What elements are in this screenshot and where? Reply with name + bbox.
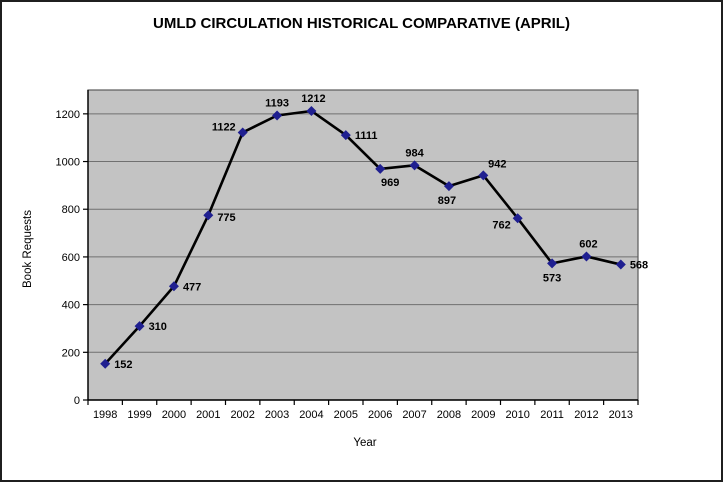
x-tick-label: 2013	[609, 409, 633, 421]
data-point-marker	[443, 181, 454, 192]
y-tick-label: 1200	[56, 109, 80, 121]
x-tick-label: 2000	[162, 409, 186, 421]
x-tick-label: 2011	[540, 409, 564, 421]
data-point-marker	[547, 258, 558, 269]
data-point-label: 984	[405, 147, 424, 159]
x-tick-label: 2008	[437, 409, 461, 421]
data-point-label: 762	[492, 219, 510, 231]
data-point-label: 152	[114, 359, 132, 371]
x-tick-label: 2005	[334, 409, 358, 421]
y-tick-label: 200	[62, 347, 80, 359]
x-tick-label: 1998	[93, 409, 117, 421]
data-point-marker	[512, 213, 523, 224]
data-point-label: 942	[488, 158, 506, 170]
data-point-marker	[100, 358, 111, 369]
x-tick-label: 2001	[196, 409, 220, 421]
data-point-marker	[237, 127, 248, 138]
data-point-label: 1212	[301, 93, 325, 105]
x-tick-label: 2012	[574, 409, 598, 421]
x-tick-label: 2010	[505, 409, 529, 421]
y-tick-label: 800	[62, 204, 80, 216]
data-point-label: 568	[630, 260, 648, 272]
y-axis-title: Book Requests	[22, 210, 34, 288]
data-point-label: 477	[183, 281, 201, 293]
data-point-label: 897	[438, 195, 456, 207]
x-tick-label: 1999	[127, 409, 151, 421]
x-tick-label: 2009	[471, 409, 495, 421]
data-point-label: 310	[149, 321, 167, 333]
plot-background	[88, 90, 638, 400]
data-point-marker	[340, 130, 351, 141]
data-point-marker	[203, 210, 214, 221]
data-point-marker	[581, 251, 592, 262]
x-tick-label: 2003	[265, 409, 289, 421]
data-point-marker	[615, 259, 626, 270]
y-tick-label: 600	[62, 252, 80, 264]
data-point-label: 1193	[265, 98, 289, 110]
data-point-label: 775	[217, 212, 235, 224]
data-point-marker	[478, 170, 489, 181]
series-line	[103, 109, 623, 366]
x-tick-label: 2004	[299, 409, 323, 421]
data-point-marker	[134, 321, 145, 332]
x-tick-label: 2007	[402, 409, 426, 421]
data-point-label: 573	[543, 272, 561, 284]
data-point-marker	[306, 105, 317, 116]
data-point-marker	[168, 281, 179, 292]
x-tick-label: 2002	[230, 409, 254, 421]
y-tick-label: 0	[74, 395, 80, 407]
data-point-marker	[272, 110, 283, 121]
data-point-label: 602	[579, 238, 597, 250]
chart-title: UMLD CIRCULATION HISTORICAL COMPARATIVE …	[153, 15, 570, 32]
x-axis-title: Year	[353, 437, 377, 449]
data-point-label: 1122	[212, 121, 236, 133]
x-tick-label: 2006	[368, 409, 392, 421]
data-point-marker	[375, 163, 386, 174]
data-point-marker	[409, 160, 420, 171]
data-point-label: 969	[381, 177, 399, 189]
data-point-label: 1111	[355, 130, 378, 142]
y-tick-label: 400	[62, 300, 80, 312]
y-tick-label: 1000	[56, 157, 80, 169]
